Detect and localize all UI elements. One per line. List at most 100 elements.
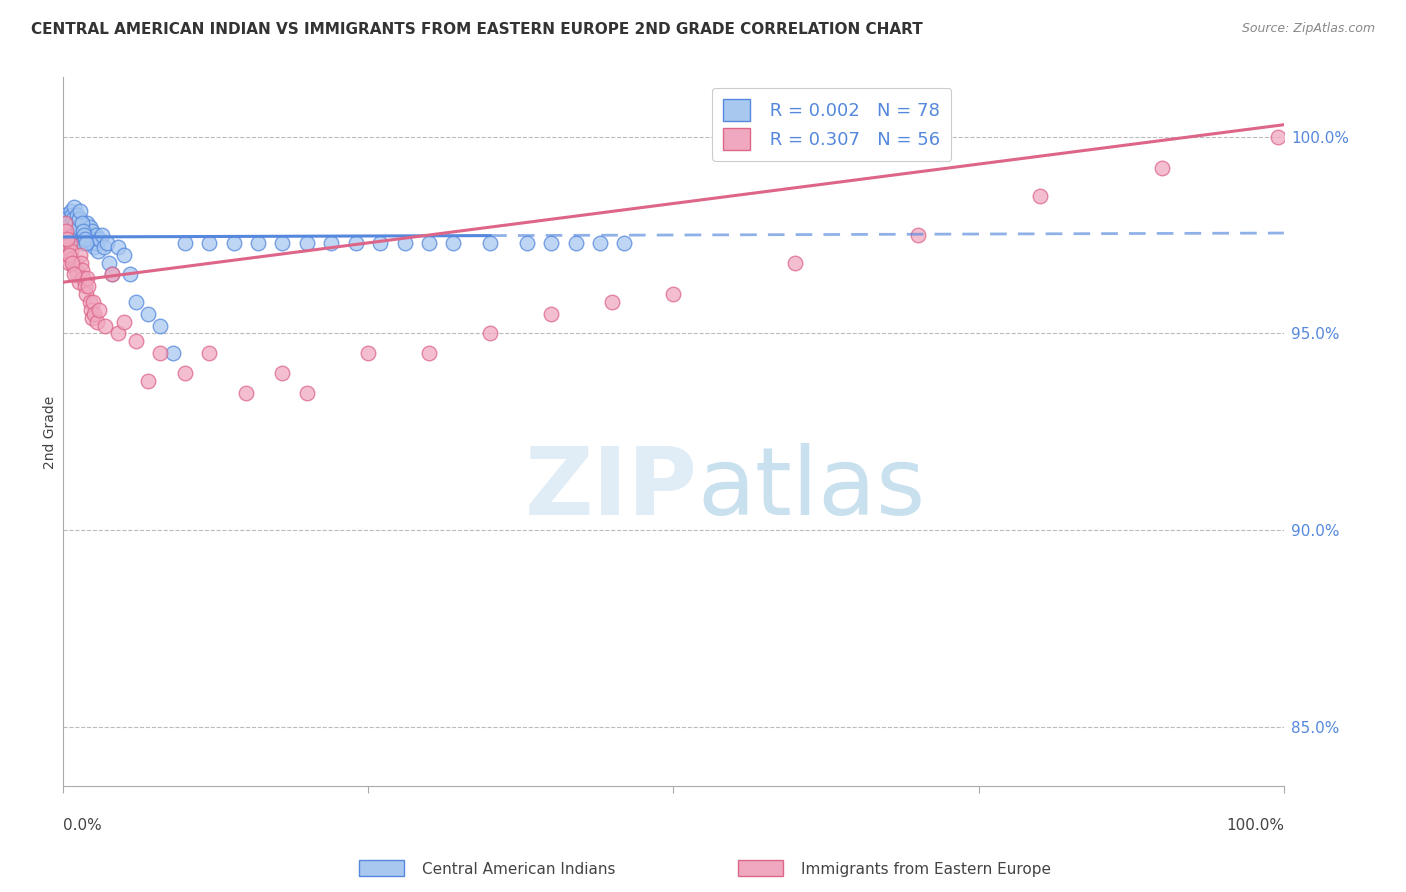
Point [479, 326, 502, 341]
Point [55, 224, 77, 238]
Point [77, 227, 100, 242]
Point [60, 244, 83, 258]
Point [344, 235, 367, 250]
Point [198, 346, 221, 360]
Point [907, 227, 929, 242]
Point [58, 248, 80, 262]
Point [94, 318, 117, 333]
Point [368, 235, 391, 250]
Point [60, 208, 83, 222]
Point [67, 212, 90, 227]
Point [86, 235, 108, 250]
Point [89, 232, 111, 246]
Point [271, 235, 294, 250]
Point [65, 216, 87, 230]
Point [271, 366, 294, 380]
Point [63, 220, 86, 235]
Point [321, 235, 343, 250]
Point [73, 227, 96, 242]
Point [600, 295, 623, 310]
Point [1028, 188, 1050, 202]
Point [59, 204, 82, 219]
Point [83, 307, 105, 321]
Point [62, 260, 84, 274]
Text: Central American Indians: Central American Indians [422, 863, 616, 877]
Point [173, 366, 195, 380]
Point [67, 275, 90, 289]
Point [90, 227, 112, 242]
Point [70, 227, 93, 242]
Point [58, 224, 80, 238]
Point [72, 271, 94, 285]
Point [58, 220, 80, 235]
Point [70, 263, 93, 277]
Point [87, 244, 110, 258]
Point [162, 346, 184, 360]
Point [75, 232, 97, 246]
Point [107, 240, 129, 254]
Point [76, 216, 98, 230]
Point [53, 216, 76, 230]
Point [136, 374, 159, 388]
Point [118, 268, 141, 282]
Point [75, 287, 97, 301]
Point [80, 224, 103, 238]
Point [1150, 161, 1173, 175]
Point [516, 235, 538, 250]
Point [149, 318, 172, 333]
Point [77, 279, 100, 293]
Point [62, 212, 84, 227]
Point [66, 268, 89, 282]
Point [55, 240, 77, 254]
Point [67, 224, 90, 238]
Point [96, 235, 118, 250]
Point [56, 220, 79, 235]
Point [662, 287, 685, 301]
Point [613, 235, 636, 250]
Text: Immigrants from Eastern Europe: Immigrants from Eastern Europe [801, 863, 1052, 877]
Point [82, 295, 104, 310]
Point [589, 235, 612, 250]
Point [63, 201, 86, 215]
Point [56, 216, 79, 230]
Point [295, 235, 318, 250]
Point [76, 235, 98, 250]
Point [59, 227, 82, 242]
Point [53, 216, 76, 230]
Point [70, 216, 93, 230]
Text: 0.0%: 0.0% [63, 818, 101, 833]
Point [69, 204, 91, 219]
Point [62, 232, 84, 246]
Point [136, 307, 159, 321]
Point [65, 227, 87, 242]
Point [66, 220, 89, 235]
Point [56, 212, 79, 227]
Point [66, 216, 89, 230]
Point [76, 271, 98, 285]
Point [65, 263, 87, 277]
Point [53, 208, 76, 222]
Point [295, 385, 318, 400]
Point [107, 326, 129, 341]
Point [69, 248, 91, 262]
Text: atlas: atlas [697, 442, 927, 534]
Point [63, 255, 86, 269]
Point [72, 235, 94, 250]
Point [84, 227, 107, 242]
Point [112, 315, 135, 329]
Point [564, 235, 586, 250]
Point [83, 240, 105, 254]
Point [357, 346, 380, 360]
Point [418, 346, 440, 360]
Point [125, 334, 148, 349]
Point [93, 240, 115, 254]
Point [73, 279, 96, 293]
Point [59, 235, 82, 250]
Point [66, 208, 89, 222]
Point [62, 224, 84, 238]
Point [443, 235, 465, 250]
Point [72, 224, 94, 238]
Point [80, 310, 103, 325]
Point [540, 307, 562, 321]
Point [79, 295, 101, 310]
